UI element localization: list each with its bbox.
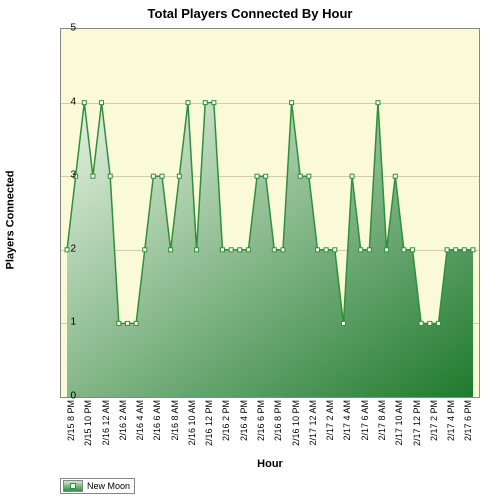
x-tick: 2/17 12 AM [308,400,318,446]
marker [134,321,138,325]
chart-title: Total Players Connected By Hour [0,6,500,21]
x-tick: 2/16 6 PM [256,400,266,441]
marker [393,174,397,178]
marker [100,101,104,105]
area-series [61,29,479,397]
x-tick: 2/16 10 PM [291,400,301,446]
x-tick: 2/17 2 PM [429,400,439,441]
x-tick: 2/16 8 AM [170,400,180,441]
marker [316,248,320,252]
x-tick: 2/16 6 AM [152,400,162,441]
marker [151,174,155,178]
y-tick: 3 [62,170,76,181]
x-tick: 2/16 4 PM [239,400,249,441]
x-tick: 2/16 4 AM [135,400,145,441]
x-tick: 2/17 12 PM [412,400,422,446]
marker [143,248,147,252]
marker [82,101,86,105]
x-tick: 2/17 8 AM [377,400,387,441]
y-tick: 1 [62,317,76,328]
marker [333,248,337,252]
x-tick: 2/17 4 AM [342,400,352,441]
marker [385,248,389,252]
marker [402,248,406,252]
marker [203,101,207,105]
marker [238,248,242,252]
marker [160,174,164,178]
marker [445,248,449,252]
marker [255,174,259,178]
legend-swatch [63,480,83,492]
marker [367,248,371,252]
x-tick: 2/17 6 AM [360,400,370,441]
marker [307,174,311,178]
marker [376,101,380,105]
marker [169,248,173,252]
marker [298,174,302,178]
marker [359,248,363,252]
marker [220,248,224,252]
legend-label: New Moon [87,481,130,491]
chart-container: Total Players Connected By Hour Players … [0,0,500,500]
marker [350,174,354,178]
marker [281,248,285,252]
y-tick: 2 [62,243,76,254]
marker [186,101,190,105]
marker [246,248,250,252]
marker [411,248,415,252]
marker [125,321,129,325]
marker [264,174,268,178]
x-tick: 2/16 8 PM [273,400,283,441]
x-tick: 2/16 12 PM [204,400,214,446]
marker [177,174,181,178]
marker [117,321,121,325]
x-tick: 2/16 2 AM [118,400,128,441]
legend: New Moon [60,478,135,494]
x-tick: 2/17 10 AM [394,400,404,446]
marker [272,248,276,252]
x-tick: 2/16 12 AM [101,400,111,446]
marker [212,101,216,105]
marker [428,321,432,325]
marker [324,248,328,252]
x-tick: 2/15 8 PM [66,400,76,441]
marker [91,174,95,178]
x-tick: 2/16 10 AM [187,400,197,446]
marker [195,248,199,252]
plot-area [60,28,480,398]
marker [341,321,345,325]
marker [229,248,233,252]
y-axis-label: Players Connected [2,0,20,440]
marker [454,248,458,252]
marker [290,101,294,105]
x-tick: 2/15 10 PM [83,400,93,446]
marker [471,248,475,252]
marker [462,248,466,252]
y-tick: 4 [62,96,76,107]
y-tick: 5 [62,23,76,34]
x-axis-label: Hour [60,458,480,470]
marker [108,174,112,178]
x-tick: 2/16 2 PM [221,400,231,441]
x-tick: 2/17 6 PM [463,400,473,441]
x-tick: 2/17 4 PM [446,400,456,441]
marker [419,321,423,325]
x-tick: 2/17 2 AM [325,400,335,441]
marker [436,321,440,325]
